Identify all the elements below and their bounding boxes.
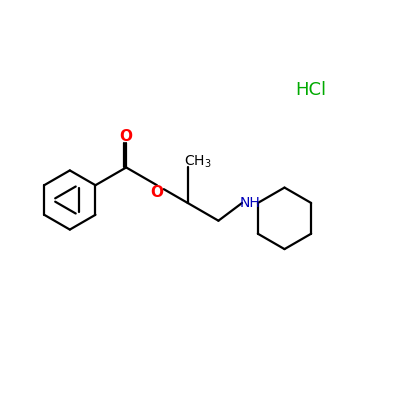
Text: NH: NH	[240, 196, 260, 210]
Text: O: O	[150, 185, 164, 200]
Text: CH$_3$: CH$_3$	[184, 153, 211, 170]
Text: O: O	[120, 129, 133, 144]
Text: HCl: HCl	[295, 80, 326, 98]
